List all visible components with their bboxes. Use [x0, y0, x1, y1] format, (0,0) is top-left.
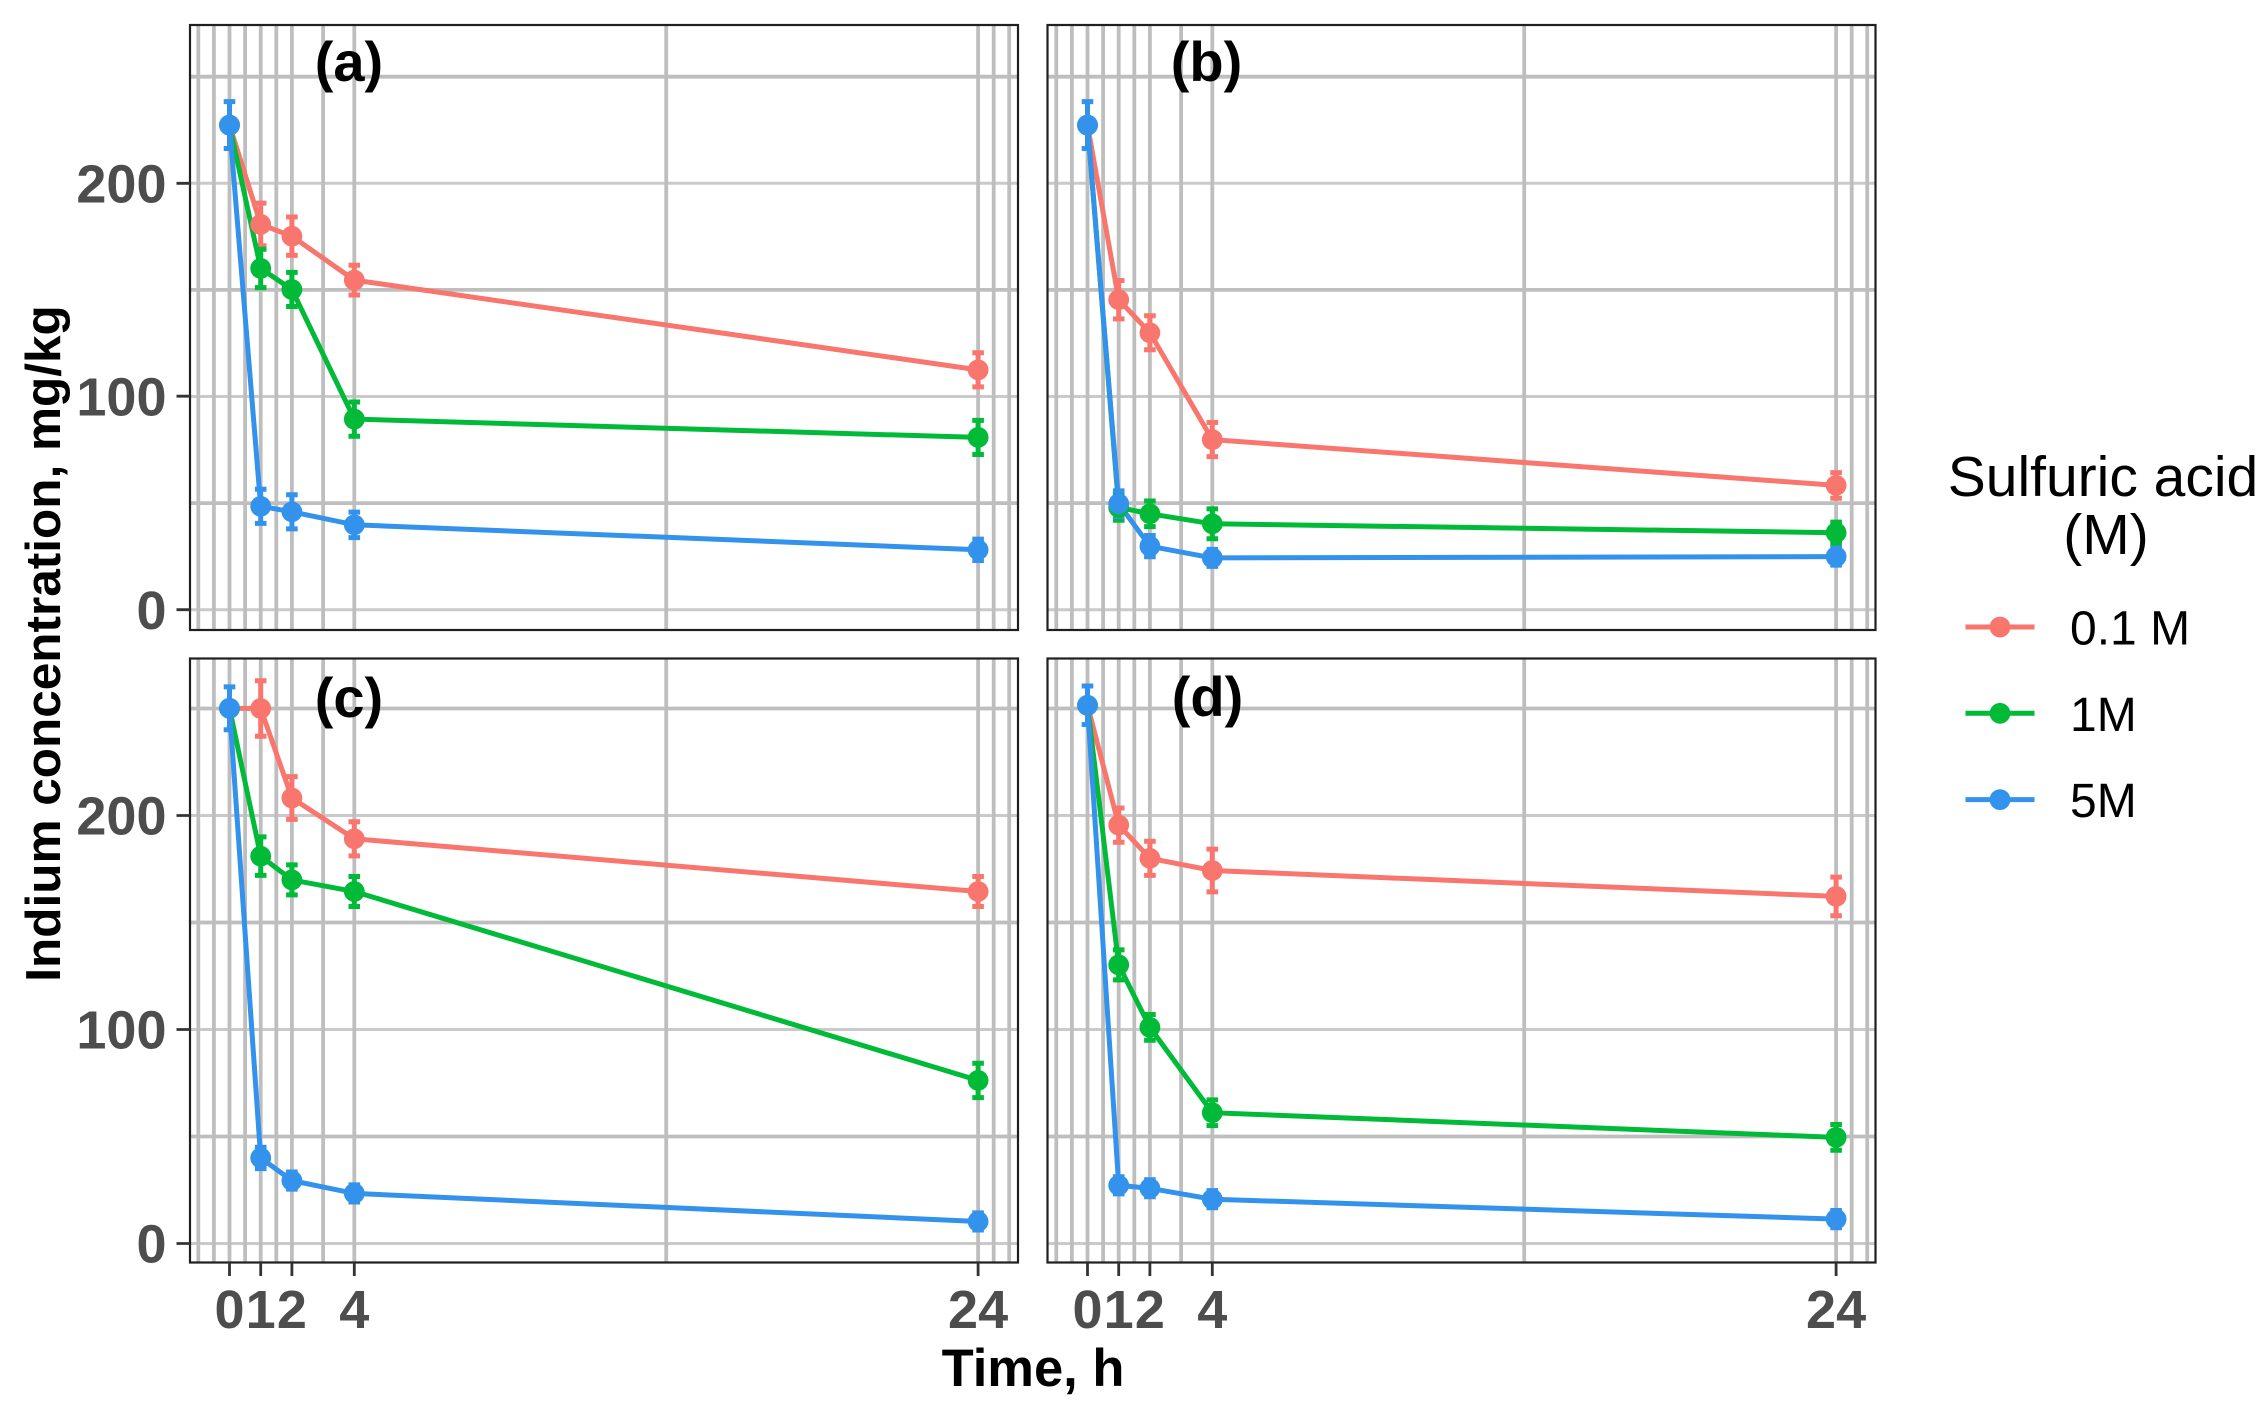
svg-text:4: 4: [1197, 1280, 1227, 1340]
svg-text:Indium concentration, mg/kg: Indium concentration, mg/kg: [16, 305, 71, 982]
svg-text:100: 100: [76, 367, 166, 427]
svg-text:100: 100: [76, 1001, 166, 1061]
svg-text:0: 0: [214, 1280, 244, 1340]
svg-text:2: 2: [277, 1280, 307, 1340]
svg-text:0: 0: [136, 1215, 166, 1275]
svg-text:1: 1: [1104, 1280, 1134, 1340]
svg-text:(c): (c): [315, 666, 383, 729]
svg-text:4: 4: [339, 1280, 369, 1340]
svg-text:Time, h: Time, h: [942, 1339, 1125, 1398]
svg-text:(b): (b): [1171, 30, 1243, 93]
svg-text:1M: 1M: [2070, 689, 2137, 742]
svg-text:0.1 M: 0.1 M: [2070, 603, 2190, 656]
svg-text:Sulfuric acid: Sulfuric acid: [1948, 445, 2258, 509]
svg-text:0: 0: [136, 581, 166, 641]
svg-text:24: 24: [948, 1280, 1008, 1340]
svg-text:0: 0: [1072, 1280, 1102, 1340]
svg-text:5M: 5M: [2070, 775, 2137, 828]
svg-text:(M): (M): [2063, 503, 2148, 567]
svg-text:1: 1: [246, 1280, 276, 1340]
svg-text:(a): (a): [315, 30, 383, 93]
svg-text:24: 24: [1806, 1280, 1866, 1340]
svg-text:2: 2: [1135, 1280, 1165, 1340]
svg-text:200: 200: [76, 787, 166, 847]
svg-text:(d): (d): [1172, 665, 1244, 728]
svg-text:200: 200: [76, 155, 166, 215]
